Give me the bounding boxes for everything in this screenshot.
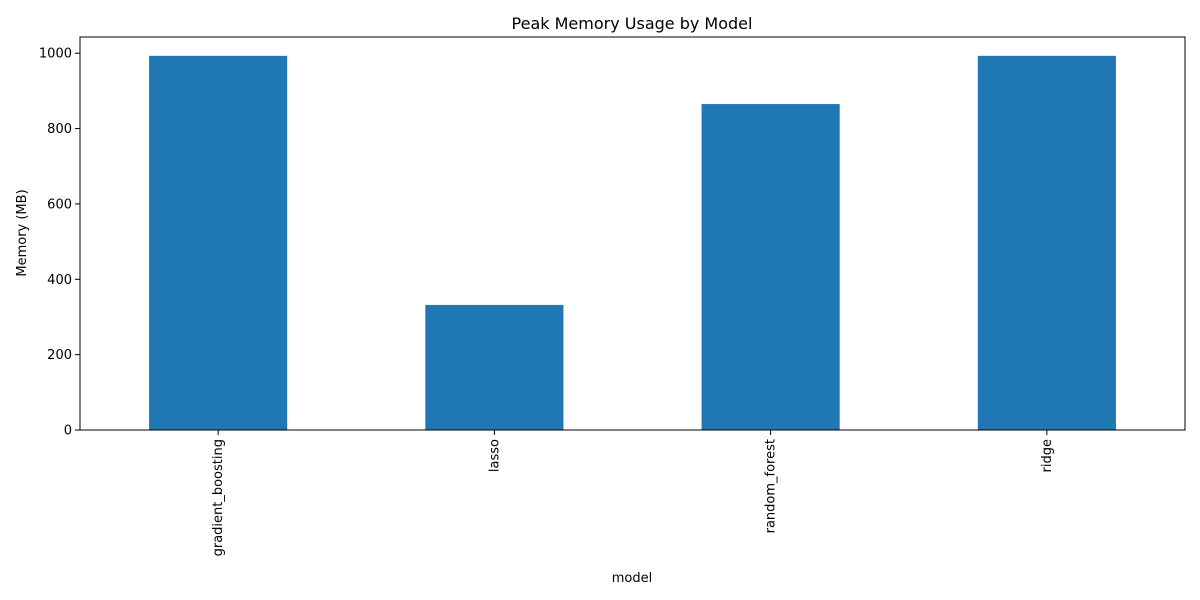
bar-random_forest (701, 104, 840, 430)
bar-gradient_boosting (149, 55, 288, 431)
bar-lasso (425, 304, 564, 430)
x-tick-label: lasso (487, 439, 502, 472)
bar-ridge (977, 55, 1116, 431)
chart-title: Peak Memory Usage by Model (512, 14, 753, 33)
x-tick-label: random_forest (764, 439, 779, 533)
y-tick-label: 600 (47, 197, 72, 212)
y-tick-label: 1000 (39, 47, 72, 62)
x-axis: gradient_boosting lasso random_forest ridge (211, 430, 1055, 556)
y-tick-label: 400 (47, 273, 72, 288)
x-axis-label: model (612, 571, 652, 586)
y-axis: 0 200 400 600 800 1000 (39, 47, 80, 439)
plot-frame (79, 36, 1186, 431)
y-tick-label: 0 (64, 424, 72, 439)
x-tick-label: ridge (1040, 439, 1055, 472)
y-tick-label: 200 (47, 348, 72, 363)
y-tick-label: 800 (47, 122, 72, 137)
x-tick-label: gradient_boosting (211, 439, 226, 556)
bars-group (149, 55, 1116, 431)
y-axis-label: Memory (MB) (15, 189, 30, 276)
